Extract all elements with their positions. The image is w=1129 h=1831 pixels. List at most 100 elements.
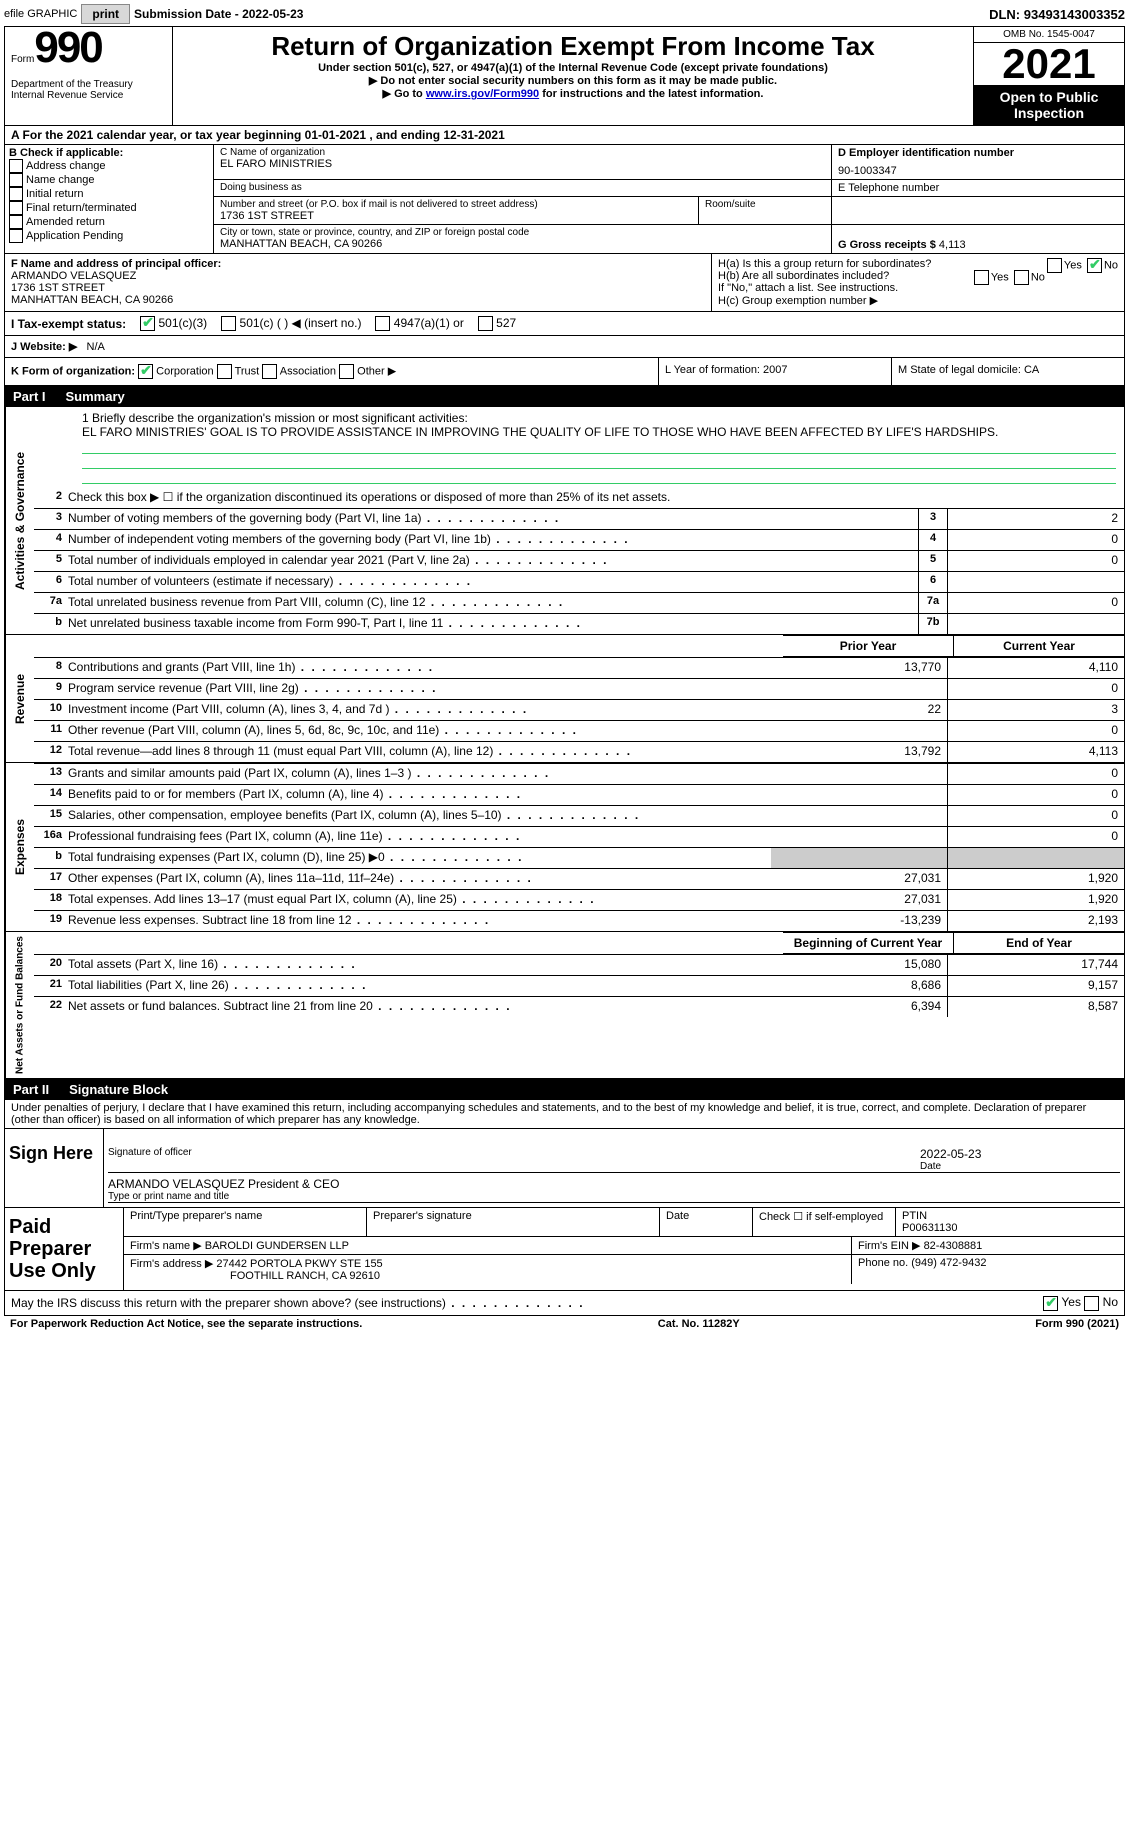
print-button[interactable]: print — [81, 4, 130, 24]
chk-amended[interactable] — [9, 215, 23, 229]
line-12: 12Total revenue—add lines 8 through 11 (… — [34, 741, 1124, 762]
line-13: 13Grants and similar amounts paid (Part … — [34, 763, 1124, 784]
efile-label: efile GRAPHIC — [4, 8, 77, 20]
discuss-yes[interactable] — [1043, 1296, 1058, 1311]
side-expenses: Expenses — [5, 763, 34, 931]
block-c-suite: Room/suite — [698, 197, 831, 224]
prep-ptin: PTIN P00631130 — [896, 1208, 1124, 1236]
block-h: H(a) Is this a group return for subordin… — [712, 254, 1124, 311]
penalty-statement: Under penalties of perjury, I declare th… — [5, 1100, 1124, 1128]
row-i-status: I Tax-exempt status: 501(c)(3) 501(c) ( … — [5, 312, 1124, 336]
line-10: 10Investment income (Part VIII, column (… — [34, 699, 1124, 720]
chk-final[interactable] — [9, 201, 23, 215]
page-footer: For Paperwork Reduction Act Notice, see … — [4, 1316, 1125, 1332]
chk-address[interactable] — [9, 159, 23, 173]
row-a-period: A For the 2021 calendar year, or tax yea… — [5, 126, 1124, 145]
chk-501c[interactable] — [221, 316, 236, 331]
line-19: 19Revenue less expenses. Subtract line 1… — [34, 910, 1124, 931]
form-title: Return of Organization Exempt From Incom… — [177, 31, 969, 62]
prep-name-h: Print/Type preparer's name — [124, 1208, 367, 1236]
firm-addr: Firm's address ▶ 27442 PORTOLA PKWY STE … — [124, 1255, 852, 1284]
block-m: M State of legal domicile: CA — [891, 358, 1124, 385]
form-header: Form 990 Department of the Treasury Inte… — [5, 27, 1124, 126]
irs-link[interactable]: www.irs.gov/Form990 — [426, 88, 539, 100]
chk-initial[interactable] — [9, 187, 23, 201]
part2-header: Part II Signature Block — [5, 1079, 1124, 1100]
dln: DLN: 93493143003352 — [989, 7, 1125, 22]
sign-here: Sign Here Signature of officer 2022-05-2… — [5, 1128, 1124, 1207]
line-6: 6Total number of volunteers (estimate if… — [34, 571, 1124, 592]
section-bcdeg: B Check if applicable: Address change Na… — [5, 145, 1124, 254]
block-e-phone: E Telephone number — [831, 180, 1124, 196]
line-15: 15Salaries, other compensation, employee… — [34, 805, 1124, 826]
open-inspection: Open to Public Inspection — [974, 85, 1124, 125]
line-4: 4Number of independent voting members of… — [34, 529, 1124, 550]
firm-name: Firm's name ▶ BAROLDI GUNDERSEN LLP — [124, 1237, 852, 1254]
expenses-section: Expenses 13Grants and similar amounts pa… — [5, 763, 1124, 932]
side-revenue: Revenue — [5, 635, 34, 762]
line-18: 18Total expenses. Add lines 13–17 (must … — [34, 889, 1124, 910]
submission-date-label: Submission Date - 2022-05-23 — [134, 7, 303, 21]
block-c-dba: Doing business as — [214, 180, 831, 196]
chk-other[interactable] — [339, 364, 354, 379]
form-number: Form 990 — [11, 29, 166, 67]
irs-discuss: May the IRS discuss this return with the… — [5, 1290, 1124, 1314]
chk-corp[interactable] — [138, 364, 153, 379]
hb-yes[interactable] — [974, 270, 989, 285]
col-prior: Prior Year — [783, 635, 954, 657]
line-22: 22Net assets or fund balances. Subtract … — [34, 996, 1124, 1017]
chk-4947[interactable] — [375, 316, 390, 331]
line-3: 3Number of voting members of the governi… — [34, 508, 1124, 529]
chk-527[interactable] — [478, 316, 493, 331]
top-bar: efile GRAPHIC print Submission Date - 20… — [4, 4, 1125, 24]
line-14: 14Benefits paid to or for members (Part … — [34, 784, 1124, 805]
line-7a: 7aTotal unrelated business revenue from … — [34, 592, 1124, 613]
sig-date-label: 2022-05-23 Date — [920, 1147, 1120, 1172]
line-17: 17Other expenses (Part IX, column (A), l… — [34, 868, 1124, 889]
block-f: F Name and address of principal officer:… — [5, 254, 712, 311]
part1-header: Part I Summary — [5, 386, 1124, 407]
irs-label: Internal Revenue Service — [11, 90, 166, 101]
block-c-street: Number and street (or P.O. box if mail i… — [214, 197, 698, 224]
block-l: L Year of formation: 2007 — [658, 358, 891, 385]
chk-pending[interactable] — [9, 229, 23, 243]
form-990: Form 990 Department of the Treasury Inte… — [4, 26, 1125, 1316]
chk-501c3[interactable] — [140, 316, 155, 331]
prep-sig-h: Preparer's signature — [367, 1208, 660, 1236]
ha-yes[interactable] — [1047, 258, 1062, 273]
row-k-org: K Form of organization: Corporation Trus… — [5, 358, 1124, 386]
form-subtitle: Under section 501(c), 527, or 4947(a)(1)… — [177, 62, 969, 74]
col-end: End of Year — [954, 932, 1124, 954]
line-20: 20Total assets (Part X, line 16)15,08017… — [34, 954, 1124, 975]
line-11: 11Other revenue (Part VIII, column (A), … — [34, 720, 1124, 741]
activities-section: Activities & Governance 1 Briefly descri… — [5, 407, 1124, 635]
mission: 1 Briefly describe the organization's mi… — [34, 407, 1124, 488]
sig-officer-label: Signature of officer — [108, 1147, 920, 1172]
firm-phone: Phone no. (949) 472-9432 — [852, 1255, 1124, 1284]
row-f-h: F Name and address of principal officer:… — [5, 254, 1124, 312]
line-21: 21Total liabilities (Part X, line 26)8,6… — [34, 975, 1124, 996]
block-c-city: City or town, state or province, country… — [214, 225, 831, 253]
chk-name[interactable] — [9, 173, 23, 187]
hb-no[interactable] — [1014, 270, 1029, 285]
block-c-name: C Name of organization EL FARO MINISTRIE… — [214, 145, 831, 179]
line-8: 8Contributions and grants (Part VIII, li… — [34, 657, 1124, 678]
block-g-receipts: G Gross receipts $ 4,113 — [831, 225, 1124, 253]
firm-ein: Firm's EIN ▶ 82-4308881 — [852, 1237, 1124, 1254]
col-current: Current Year — [954, 635, 1124, 657]
revenue-section: Revenue Prior Year Current Year 8Contrib… — [5, 635, 1124, 763]
block-b: B Check if applicable: Address change Na… — [5, 145, 214, 253]
chk-assoc[interactable] — [262, 364, 277, 379]
col-beginning: Beginning of Current Year — [783, 932, 954, 954]
ha-no[interactable] — [1087, 258, 1102, 273]
prep-self-h: Check ☐ if self-employed — [753, 1208, 896, 1236]
side-netassets: Net Assets or Fund Balances — [5, 932, 34, 1078]
officer-name: ARMANDO VELASQUEZ President & CEO — [108, 1177, 1120, 1191]
chk-trust[interactable] — [217, 364, 232, 379]
note-goto: ▶ Go to www.irs.gov/Form990 for instruct… — [177, 87, 969, 100]
netassets-section: Net Assets or Fund Balances Beginning of… — [5, 932, 1124, 1079]
line-b: bTotal fundraising expenses (Part IX, co… — [34, 847, 1124, 868]
discuss-no[interactable] — [1084, 1296, 1099, 1311]
row-j-website: J Website: ▶ N/A — [5, 336, 1124, 358]
note-ssn: ▶ Do not enter social security numbers o… — [177, 74, 969, 87]
